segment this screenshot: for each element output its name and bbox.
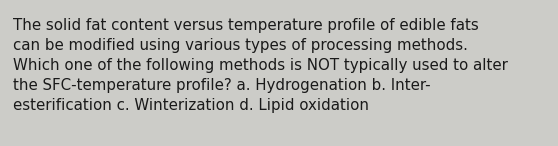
Text: The solid fat content versus temperature profile of edible fats
can be modified : The solid fat content versus temperature… [13,18,508,113]
